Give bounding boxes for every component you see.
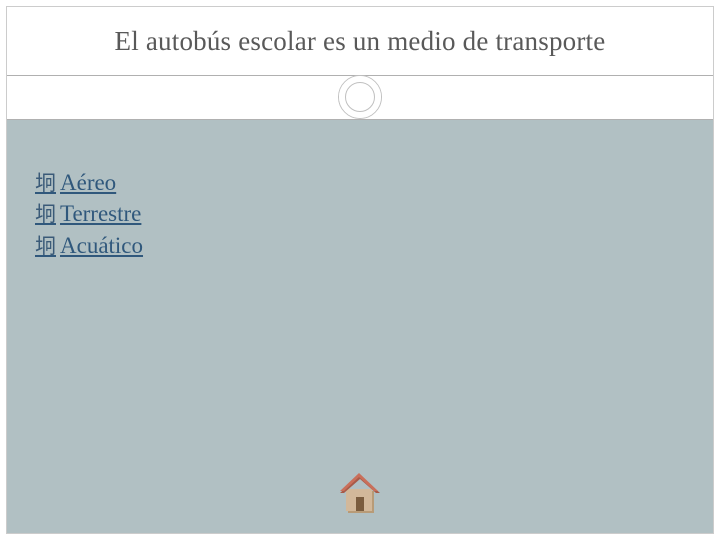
option-label: Terrestre	[60, 198, 141, 229]
option-label: Aéreo	[60, 167, 116, 198]
slide-title: El autobús escolar es un medio de transp…	[115, 26, 606, 57]
option-acuatico[interactable]: 坰 Acuático	[35, 230, 685, 261]
home-icon	[336, 471, 384, 515]
bullet-icon: 坰	[35, 233, 56, 261]
options-list: 坰 Aéreo 坰 Terrestre 坰 Acuático	[35, 167, 685, 261]
slide-frame: El autobús escolar es un medio de transp…	[6, 6, 714, 534]
divider-circle-inner	[345, 82, 375, 112]
home-button[interactable]	[336, 471, 384, 515]
bullet-icon: 坰	[35, 201, 56, 229]
option-aereo[interactable]: 坰 Aéreo	[35, 167, 685, 198]
divider	[7, 75, 713, 119]
option-label: Acuático	[60, 230, 143, 261]
bullet-icon: 坰	[35, 170, 56, 198]
title-area: El autobús escolar es un medio de transp…	[7, 7, 713, 75]
option-terrestre[interactable]: 坰 Terrestre	[35, 198, 685, 229]
